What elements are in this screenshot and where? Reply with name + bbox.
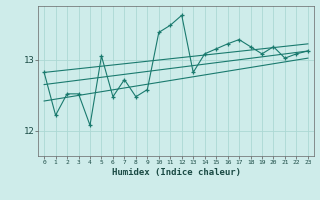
X-axis label: Humidex (Indice chaleur): Humidex (Indice chaleur) — [111, 168, 241, 177]
